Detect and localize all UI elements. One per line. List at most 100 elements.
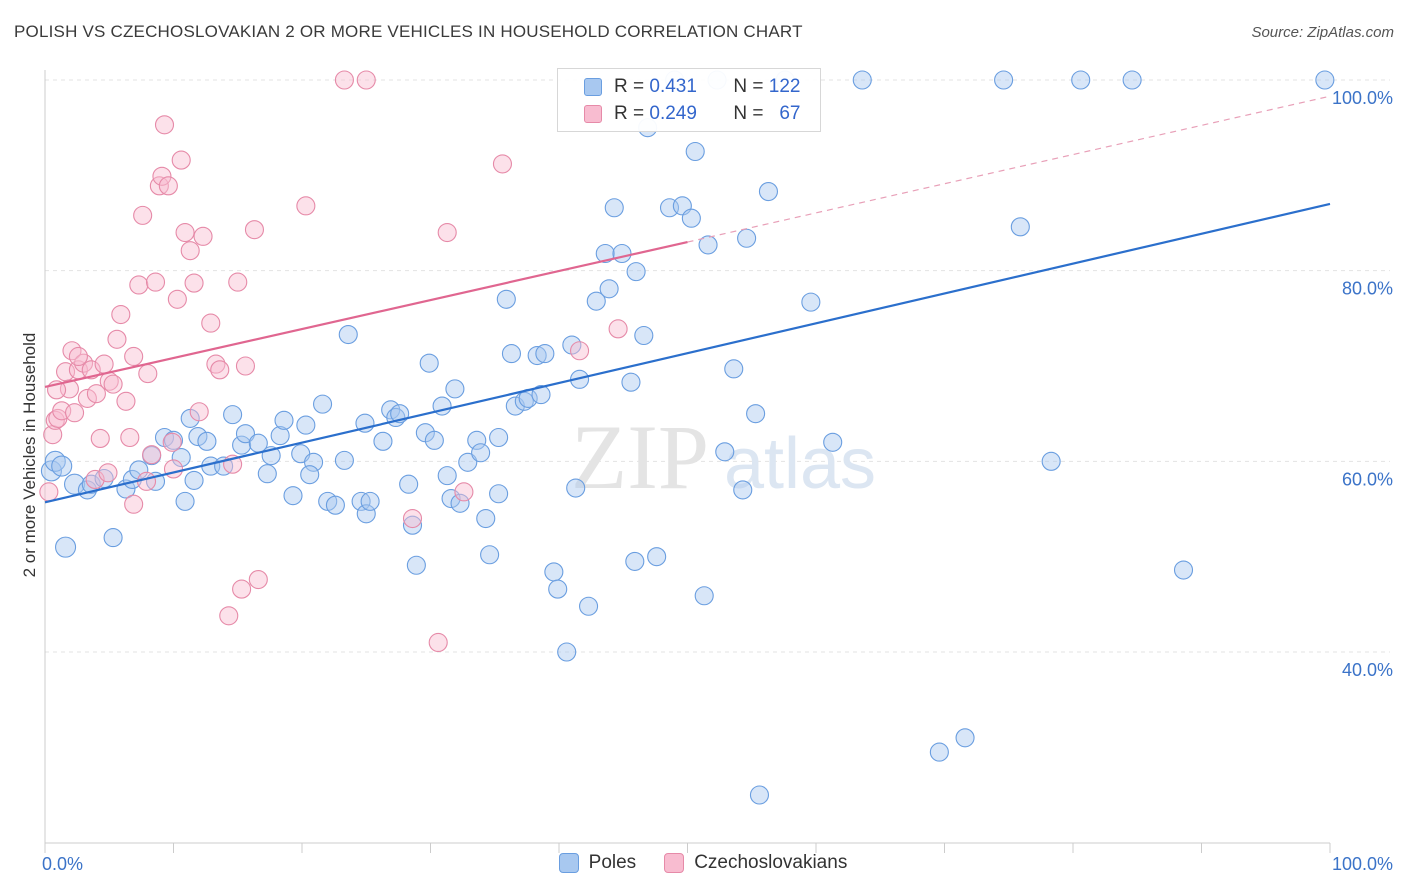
poles-point <box>184 470 204 490</box>
poles-point <box>51 455 73 477</box>
poles-point <box>334 450 354 470</box>
poles-point <box>698 235 718 255</box>
poles-point <box>64 473 86 495</box>
czechoslovakians-point <box>124 346 144 367</box>
poles-point <box>197 431 217 451</box>
czechoslovakians-point <box>133 205 153 225</box>
poles-point <box>758 181 779 202</box>
poles-point <box>450 493 470 513</box>
czechoslovakians-point <box>219 606 239 626</box>
source-label: Source: ZipAtlas.com <box>1251 24 1394 41</box>
poles-point <box>612 243 632 264</box>
poles-point <box>424 430 444 450</box>
y-tick-label: 100.0% <box>1332 88 1393 108</box>
poles-point <box>304 452 324 472</box>
poles-point <box>399 474 419 494</box>
poles-point <box>489 427 509 448</box>
y-tick-label: 40.0% <box>1342 660 1393 680</box>
czechoslovakians-point <box>454 482 474 502</box>
legend-r-label: R = <box>614 103 645 124</box>
czechoslovakians-point <box>167 289 187 309</box>
poles-point <box>501 344 522 364</box>
poles-point <box>188 426 208 447</box>
y-axis-label: 2 or more Vehicles in Household <box>20 332 39 578</box>
czechoslovakians-point <box>570 341 590 361</box>
poles-point <box>232 435 252 455</box>
poles-point <box>746 404 766 424</box>
czechoslovakians-point <box>184 273 204 293</box>
czechoslovakians-point <box>210 360 230 380</box>
poles-point <box>634 325 654 346</box>
poles-point <box>257 464 277 484</box>
czechoslovakians-point <box>136 471 157 491</box>
watermark-atlas: atlas <box>724 424 876 504</box>
poles-point <box>531 385 551 405</box>
czechoslovakians-point <box>175 222 195 243</box>
x-tick-label: 100.0% <box>1332 854 1393 874</box>
poles-point <box>1122 70 1142 90</box>
series-swatch-czechoslovakians <box>664 853 685 873</box>
series-legend: Poles Czechoslovakians <box>0 852 1406 874</box>
czechoslovakians-point <box>296 196 316 216</box>
chart-title: POLISH VS CZECHOSLOVAKIAN 2 OR MORE VEHI… <box>14 22 803 41</box>
poles-point <box>681 208 701 228</box>
poles-point <box>621 372 641 392</box>
legend-swatch-poles <box>584 78 602 96</box>
czechoslovakians-point <box>111 304 131 325</box>
czechoslovakians-point <box>120 427 140 448</box>
czechoslovakians-point <box>171 150 191 170</box>
czechoslovakians-point <box>162 432 182 452</box>
czechoslovakians-point <box>81 360 101 380</box>
poles-point <box>476 508 496 529</box>
poles-point <box>548 579 568 599</box>
czechoslovakians-point <box>334 70 354 90</box>
poles-point <box>823 432 843 452</box>
poles-point <box>737 228 757 248</box>
czechoslovakians-point <box>39 482 59 502</box>
legend-n-value: 67 <box>779 103 801 124</box>
czechoslovakians-point <box>65 403 85 423</box>
poles-point <box>300 465 320 485</box>
legend-swatch-czechoslovakians <box>584 105 602 123</box>
legend-r-value: 0.431 <box>649 76 697 97</box>
czechoslovakians-point <box>402 508 423 529</box>
x-tick-label: 0.0% <box>42 854 83 874</box>
poles-point <box>801 292 821 312</box>
legend-n-label: N = <box>733 103 764 124</box>
poles-point <box>55 536 77 558</box>
poles-point <box>445 379 465 399</box>
czechoslovakians-point <box>163 459 184 479</box>
czechoslovakians-point <box>90 428 110 449</box>
poles-point <box>1315 70 1335 90</box>
czechoslovakians-point <box>206 354 226 374</box>
czechoslovakians-point <box>193 226 213 246</box>
poles-point <box>1173 560 1194 580</box>
poles-point <box>929 742 949 762</box>
poles-point <box>467 430 487 450</box>
legend-n-value: 122 <box>768 76 801 97</box>
series-legend-poles: Poles <box>558 852 636 874</box>
poles-point <box>1041 451 1061 471</box>
czechoslovakians-point <box>86 384 106 404</box>
poles-trend-line <box>44 202 1331 504</box>
poles-point <box>604 198 624 218</box>
poles-point <box>527 345 547 366</box>
czechoslovakians-point <box>492 154 513 174</box>
czechoslovakians-point <box>180 241 200 261</box>
poles-point <box>496 289 516 309</box>
poles-point <box>129 460 149 480</box>
czechoslovakians-point <box>154 115 175 135</box>
poles-point <box>955 728 975 748</box>
czechoslovakians-point <box>103 374 123 394</box>
poles-point <box>270 426 290 446</box>
legend-n-label: N = <box>733 76 764 97</box>
poles-point <box>599 279 619 299</box>
legend-row-poles: R = 0.431 N = 122 <box>584 74 800 100</box>
czechoslovakians-point <box>145 272 166 292</box>
poles-point <box>175 491 195 511</box>
poles-point <box>458 452 478 472</box>
poles-point <box>356 504 376 524</box>
czechoslovakians-point <box>142 445 162 465</box>
legend-r-value: 0.249 <box>649 103 697 124</box>
watermark-zip: ZIP <box>571 406 709 508</box>
